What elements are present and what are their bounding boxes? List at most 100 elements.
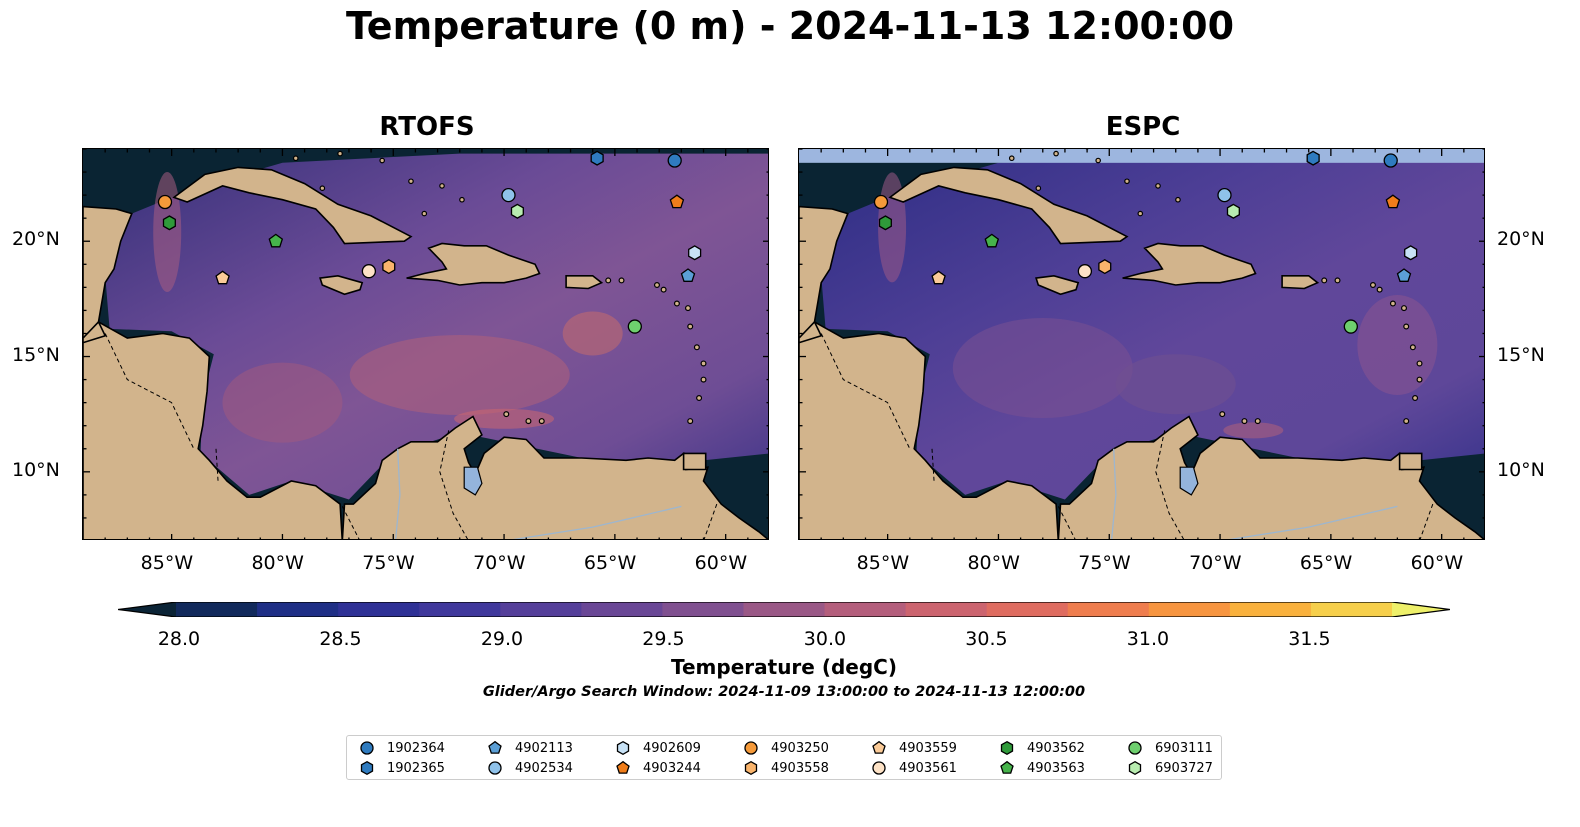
obs-4902534-marker (1217, 187, 1232, 203)
colorbar-tick-label: 28.0 (157, 628, 201, 650)
lat-tick-label-left: 20°N (12, 228, 60, 251)
obs-4903250-marker (157, 194, 173, 210)
legend-item: 4902534 (487, 758, 573, 778)
legend-item: 4902113 (487, 738, 573, 758)
obs-4903244-marker (1385, 194, 1401, 209)
colorbar-bin (824, 602, 907, 617)
legend-1902365-marker (360, 760, 374, 776)
legend-4903561-marker (872, 761, 886, 775)
legend-4903563-marker (1000, 760, 1014, 774)
obs-6903111-marker (1343, 319, 1358, 334)
espc-map-panel (798, 148, 1485, 540)
obs-4902113-marker (1396, 268, 1412, 282)
legend-item: 4903558 (743, 758, 829, 778)
lon-tick-label: 70°W (473, 552, 526, 574)
legend-item: 4903562 (999, 738, 1085, 758)
colorbar-tick-label: 31.5 (1288, 628, 1331, 650)
legend-label: 4903563 (1027, 760, 1085, 776)
legend-item: 6903727 (1127, 758, 1213, 778)
obs-6903111-marker (627, 319, 642, 334)
colorbar-bin (1229, 602, 1312, 617)
legend-label: 4903244 (643, 760, 701, 776)
legend-label: 4903561 (899, 760, 957, 776)
obs-4903559-marker (215, 270, 230, 285)
legend-label: 4903250 (771, 740, 829, 756)
lat-tick-label-right: 20°N (1497, 228, 1545, 251)
legend-4902534-marker (488, 761, 502, 775)
colorbar (118, 602, 1450, 617)
legend-6903727-marker (1128, 760, 1142, 776)
obs-4903250-marker (873, 194, 889, 210)
lat-tick-label-left: 10°N (12, 458, 60, 481)
legend-item: 1902364 (359, 738, 445, 758)
obs-4902609-marker (1404, 245, 1418, 261)
obs-4903561-marker (361, 264, 377, 279)
figure-title: Temperature (0 m) - 2024-11-13 12:00:00 (345, 4, 1235, 48)
colorbar-bin (662, 602, 745, 617)
rtofs-map (83, 149, 768, 539)
obs-4902534-marker (501, 187, 516, 203)
legend-4902113-marker (488, 740, 502, 754)
colorbar-tick-label: 30.5 (965, 628, 1008, 650)
obs-1902365-marker (590, 150, 604, 166)
legend-1902364-marker (360, 741, 374, 755)
panel-title-espc: ESPC (1105, 112, 1181, 142)
obs-4903563-marker (268, 233, 284, 248)
obs-4902609-marker (688, 245, 702, 261)
legend-label: 4902609 (643, 740, 701, 756)
colorbar-extend-high (1392, 602, 1450, 617)
colorbar-bin (500, 602, 582, 617)
lon-tick-label: 60°W (694, 552, 748, 574)
colorbar-tick-label: 29.0 (480, 628, 524, 650)
colorbar-bin (1067, 602, 1150, 617)
colorbar-bin (257, 602, 339, 617)
legend-4903250-marker (744, 741, 758, 755)
obs-4902113-marker (680, 268, 696, 282)
obs-4903562-marker (162, 215, 176, 231)
legend-label: 6903111 (1155, 740, 1213, 756)
lon-tick-label: 70°W (1189, 552, 1242, 574)
lon-tick-label: 85°W (140, 552, 194, 574)
legend-4902609-marker (616, 740, 630, 756)
obs-4903563-marker (984, 233, 1000, 248)
lon-tick-label: 75°W (362, 552, 415, 574)
legend-4903559-marker (872, 740, 886, 754)
legend-label: 1902365 (387, 760, 445, 776)
obs-4903562-marker (878, 215, 892, 231)
lon-tick-label: 80°W (251, 552, 304, 574)
legend-item: 4903244 (615, 758, 701, 778)
colorbar-bin (419, 602, 501, 617)
colorbar-tick-label: 30.0 (803, 628, 847, 650)
colorbar-bin (581, 602, 663, 617)
legend-item: 4903563 (999, 758, 1085, 778)
legend-label: 4903559 (899, 740, 957, 756)
obs-1902364-marker (1383, 153, 1398, 168)
legend-label: 4903562 (1027, 740, 1085, 756)
legend-4903562-marker (1000, 740, 1014, 756)
legend-label: 1902364 (387, 740, 445, 756)
obs-4903559-marker (931, 270, 946, 285)
lat-tick-label-right: 15°N (1497, 343, 1545, 366)
lat-tick-label-right: 10°N (1497, 458, 1545, 481)
colorbar-tick-label: 28.5 (319, 628, 362, 650)
search-window-text: Glider/Argo Search Window: 2024-11-09 13… (482, 684, 1086, 700)
obs-4903558-marker (382, 259, 396, 275)
lon-tick-label: 60°W (1410, 552, 1464, 574)
obs-6903727-marker (1226, 203, 1240, 219)
colorbar-label: Temperature (degC) (671, 655, 897, 679)
obs-4903558-marker (1098, 259, 1112, 275)
legend-4903244-marker (616, 760, 630, 774)
legend-6903111-marker (1128, 741, 1142, 755)
colorbar-bin (743, 602, 826, 617)
legend: 1902364 1902365 4902113 4902534 4902609 49032… (346, 735, 1222, 780)
lon-tick-label: 75°W (1078, 552, 1131, 574)
colorbar-bin (176, 602, 258, 617)
obs-4903561-marker (1077, 264, 1093, 279)
legend-label: 4902113 (515, 740, 573, 756)
legend-item: 4903561 (871, 758, 957, 778)
panel-title-rtofs: RTOFS (379, 112, 475, 142)
colorbar-bin (986, 602, 1069, 617)
legend-label: 4902534 (515, 760, 573, 776)
lon-tick-label: 80°W (967, 552, 1020, 574)
obs-1902365-marker (1306, 150, 1320, 166)
